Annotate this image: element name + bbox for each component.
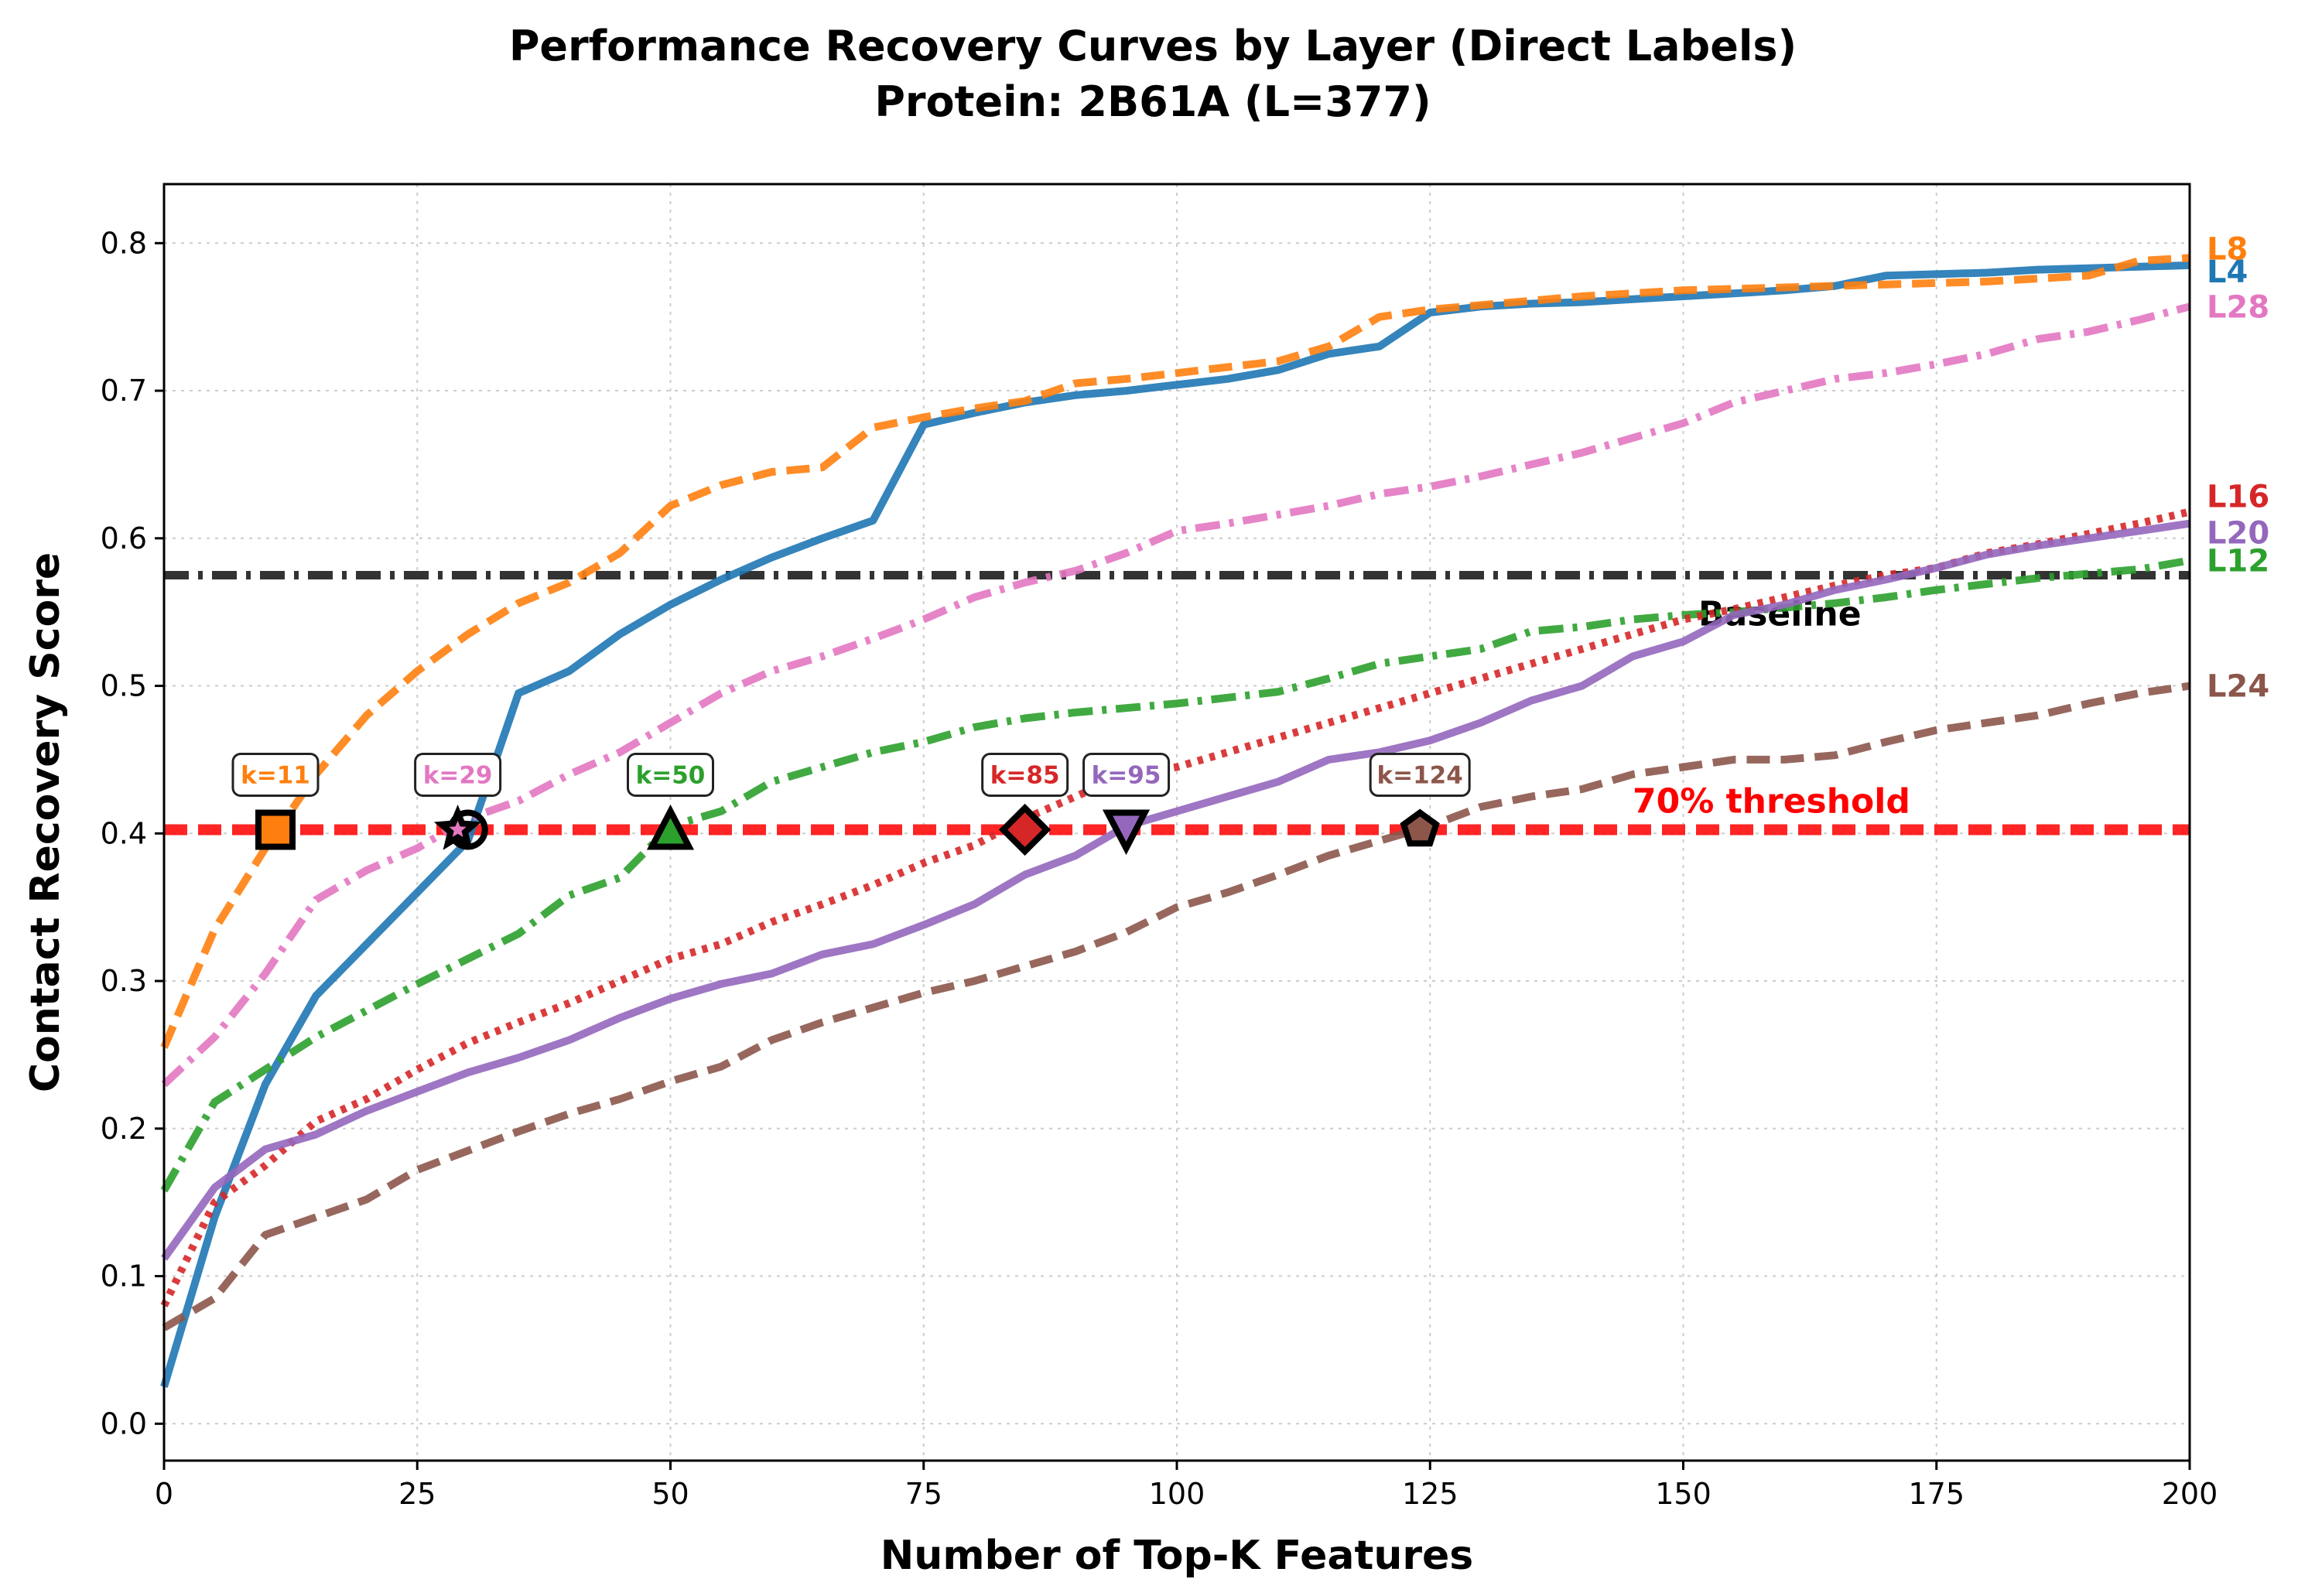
- end-label-l8: L8: [2207, 231, 2248, 267]
- x-axis-label: Number of Top-K Features: [881, 1533, 1473, 1579]
- y-tick-label: 0.4: [101, 816, 147, 850]
- end-label-l4: L4: [2207, 255, 2248, 290]
- threshold-marker-l20: [1102, 809, 1151, 856]
- end-label-l16: L16: [2207, 479, 2269, 514]
- x-tick-label: 0: [155, 1477, 173, 1511]
- x-tick-label: 200: [2162, 1477, 2218, 1511]
- y-tick-label: 0.6: [101, 521, 147, 555]
- k-label-box-l12: [627, 753, 714, 798]
- y-tick-label: 0.1: [101, 1259, 147, 1294]
- k-label-l28: k=29: [423, 762, 493, 790]
- k-label-l16: k=85: [990, 762, 1060, 790]
- threshold-label: 70% threshold: [1633, 782, 1910, 822]
- threshold-marker-l16: [998, 803, 1052, 856]
- series-line-l24: [162, 682, 2190, 1331]
- x-tick-label: 75: [905, 1477, 942, 1511]
- k-label-box-l16: [981, 753, 1069, 798]
- series-line-l20: [160, 519, 2190, 1261]
- x-axis-ticks: 0 25 50 75 100 125 150 175 200: [155, 1461, 2218, 1511]
- k-label-box-l28: [414, 753, 502, 798]
- threshold-marker-l8: [255, 809, 296, 850]
- threshold-markers: [255, 803, 1440, 856]
- k-label-box-l24: [1369, 753, 1471, 798]
- y-tick-label: 0.7: [101, 374, 147, 408]
- y-tick-label: 0.3: [101, 964, 147, 998]
- end-label-l24: L24: [2207, 669, 2269, 705]
- x-tick-label: 175: [1908, 1477, 1965, 1511]
- y-tick-label: 0.8: [101, 226, 147, 260]
- threshold-marker-l24: [1400, 808, 1440, 847]
- x-tick-label: 100: [1149, 1477, 1205, 1511]
- x-tick-label: 125: [1402, 1477, 1458, 1511]
- k-label-l20: k=95: [1092, 762, 1161, 790]
- y-tick-label: 0.0: [101, 1406, 147, 1441]
- grid-lines: [163, 184, 2190, 1461]
- chart-subtitle: Protein: 2B61A (L=377): [874, 77, 1431, 126]
- k-label-box-l8: [231, 753, 320, 798]
- x-tick-label: 25: [398, 1477, 436, 1511]
- y-tick-label: 0.2: [101, 1112, 147, 1146]
- series-line-l12: [160, 556, 2190, 1193]
- end-label-l12: L12: [2207, 543, 2269, 579]
- threshold-marker-l12: [646, 804, 695, 850]
- x-tick-label: 50: [651, 1477, 689, 1511]
- series-line-l28: [161, 302, 2191, 1088]
- x-tick-label: 150: [1655, 1477, 1712, 1511]
- end-label-l20: L20: [2207, 516, 2269, 552]
- k-label-l12: k=50: [636, 762, 706, 790]
- threshold-marker-l28: [433, 805, 482, 850]
- y-axis-ticks: 0.0 0.1 0.2 0.3 0.4 0.5 0.6 0.7 0.8: [101, 226, 164, 1441]
- series-lines: [160, 254, 2191, 1389]
- y-axis-label: Contact Recovery Score: [22, 552, 69, 1092]
- end-label-l28: L28: [2207, 289, 2269, 325]
- threshold-k-labels: k=11 k=29 k=50 k=85 k=95 k=124: [231, 753, 1471, 798]
- k-label-l8: k=11: [241, 762, 310, 790]
- series-line-l16: [160, 508, 2191, 1307]
- k-label-box-l20: [1082, 753, 1171, 798]
- k-label-l24: k=124: [1377, 762, 1463, 790]
- y-tick-label: 0.5: [101, 669, 147, 703]
- chart-title: Performance Recovery Curves by Layer (Di…: [509, 22, 1797, 70]
- series-line-l8: [160, 254, 2190, 1049]
